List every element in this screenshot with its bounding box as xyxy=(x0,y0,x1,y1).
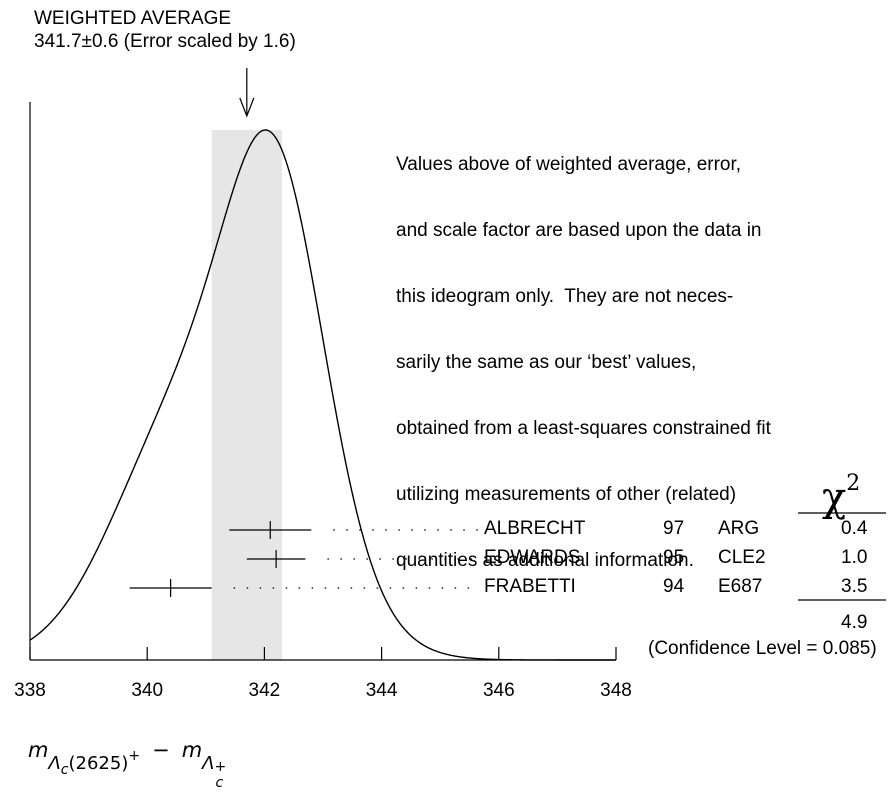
chi2-header: χ2 xyxy=(822,470,860,517)
measurement-marker xyxy=(229,521,478,539)
chart-subtitle: 341.7±0.6 (Error scaled by 1.6) xyxy=(34,31,296,52)
x-tick-label: 346 xyxy=(483,680,515,701)
row-chi2-value: 1.0 xyxy=(841,547,868,568)
row-author: ALBRECHT xyxy=(484,518,586,539)
note-line: obtained from a least-squares constraine… xyxy=(396,418,771,439)
row-author: EDWARDS xyxy=(484,547,581,568)
row-experiment: ARG xyxy=(718,518,760,539)
row-chi2-value: 0.4 xyxy=(841,518,868,539)
xlabel-m2: m xyxy=(181,738,203,762)
x-tick-label: 348 xyxy=(600,680,632,701)
weighted-average-band xyxy=(211,130,282,660)
xlabel-m1: m xyxy=(28,738,49,762)
xlabel-lambda1: Λ xyxy=(48,753,61,774)
x-tick-label: 340 xyxy=(131,680,163,701)
xlabel-minus: − xyxy=(152,738,170,762)
chi2-symbol: χ xyxy=(822,474,847,521)
average-arrow xyxy=(239,68,255,118)
chi2-total: 4.9 xyxy=(841,612,868,633)
confidence-level: (Confidence Level = 0.085) xyxy=(648,638,877,659)
row-chi2-value: 3.5 xyxy=(841,576,868,597)
row-year: 95 xyxy=(663,547,685,568)
x-ticks: 338 340 342 344 346 348 xyxy=(14,647,632,701)
measurement-marker xyxy=(129,579,478,597)
note-line: Values above of weighted average, error, xyxy=(396,154,742,175)
xlabel-plus2: + xyxy=(214,759,227,775)
measurement-markers xyxy=(129,521,478,597)
xlabel-resonance: (2625) xyxy=(68,753,129,774)
row-author: FRABETTI xyxy=(484,576,576,597)
xlabel-lambda2: Λ xyxy=(202,753,215,774)
xlabel-plus1: + xyxy=(128,748,141,764)
row-year: 94 xyxy=(663,576,685,597)
note-line: this ideogram only. They are not neces- xyxy=(396,286,734,307)
chart-title: WEIGHTED AVERAGE xyxy=(34,8,232,29)
explanatory-note: Values above of weighted average, error,… xyxy=(396,110,771,594)
x-tick-label: 338 xyxy=(14,680,46,701)
note-line: quantities as additional information. xyxy=(396,550,694,571)
note-line: utilizing measurements of other (related… xyxy=(396,484,737,505)
xlabel-c1: c xyxy=(60,762,69,778)
ideogram-curve xyxy=(29,129,616,661)
measurement-marker xyxy=(246,550,478,568)
chi2-superscript: 2 xyxy=(846,471,861,496)
xlabel-c2: c xyxy=(215,775,224,791)
note-line: sarily the same as our ‘best’ values, xyxy=(396,352,697,373)
row-experiment: E687 xyxy=(718,576,763,597)
note-line: and scale factor are based upon the data… xyxy=(396,220,762,241)
row-experiment: CLE2 xyxy=(718,547,766,568)
x-axis-label: mΛc(2625)+ − mΛ + c xyxy=(28,738,226,791)
x-tick-label: 342 xyxy=(249,680,281,701)
row-year: 97 xyxy=(663,518,685,539)
x-tick-label: 344 xyxy=(366,680,398,701)
